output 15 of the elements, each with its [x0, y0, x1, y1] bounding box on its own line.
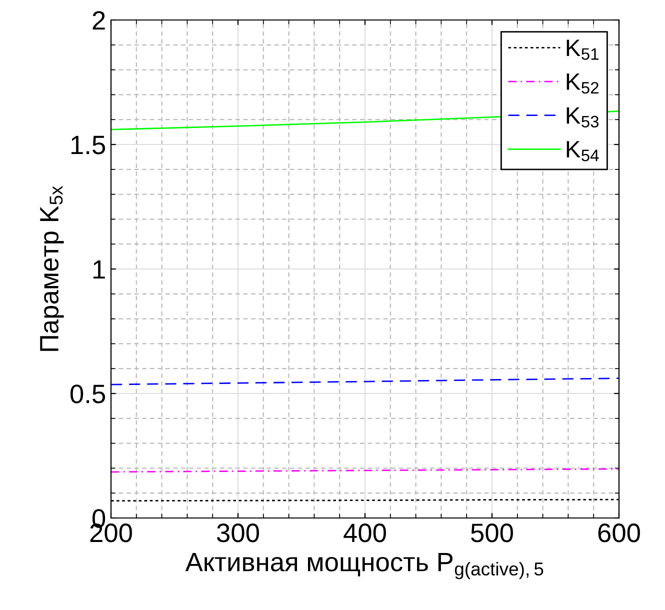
y-tick-label: 1.5 [71, 136, 106, 154]
legend-label: K$_{52}$ [566, 74, 598, 94]
x-tick-label: 600 [598, 524, 640, 542]
y-tick-label: 1 [93, 260, 105, 279]
y-axis-title: Параметр K$_{5x}$ [40, 186, 64, 351]
y-tick-label: 2 [92, 11, 105, 30]
x-tick-label: 300 [216, 524, 259, 542]
y-tick-label: 0.5 [70, 384, 106, 404]
line-series [111, 378, 619, 386]
x-tick-label: 400 [344, 524, 386, 542]
x-axis-title: Активная мощность P$_{g(active),5}$ [185, 553, 544, 580]
legend-label: K$_{54}$ [566, 141, 599, 162]
legend-label: K$_{53}$ [566, 107, 599, 128]
x-tick-label: 500 [471, 524, 513, 542]
legend-label: K$_{51}$ [566, 40, 598, 60]
